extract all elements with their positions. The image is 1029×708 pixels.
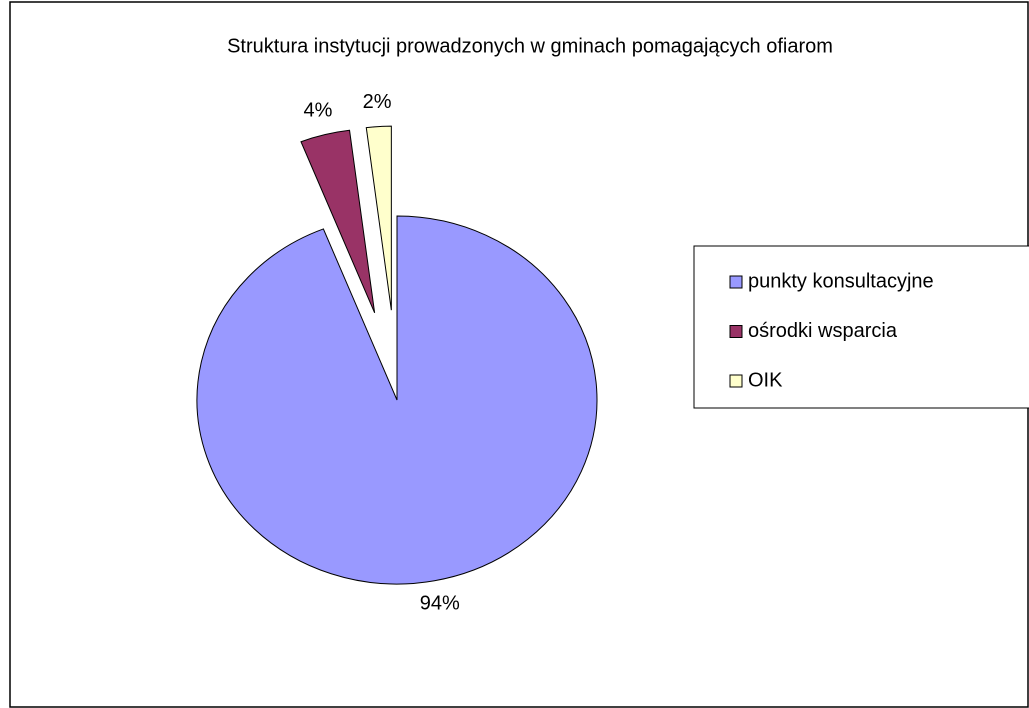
legend-label: OIK <box>748 369 783 391</box>
pie-slice <box>300 129 376 314</box>
data-label: 2% <box>363 91 392 113</box>
legend-swatch <box>729 275 743 289</box>
legend-swatch <box>729 325 743 338</box>
legend-label: ośrodki wsparcia <box>748 320 898 342</box>
legend-box <box>693 245 1029 409</box>
legend-swatch <box>729 374 743 388</box>
legend-label: punkty konsultacyjne <box>748 270 934 292</box>
pie-slice <box>196 215 598 585</box>
data-label: 4% <box>303 100 332 122</box>
chart-title: Struktura instytucji prowadzonych w gmin… <box>227 35 833 57</box>
pie-slice <box>365 125 392 311</box>
data-label: 94% <box>420 593 460 615</box>
